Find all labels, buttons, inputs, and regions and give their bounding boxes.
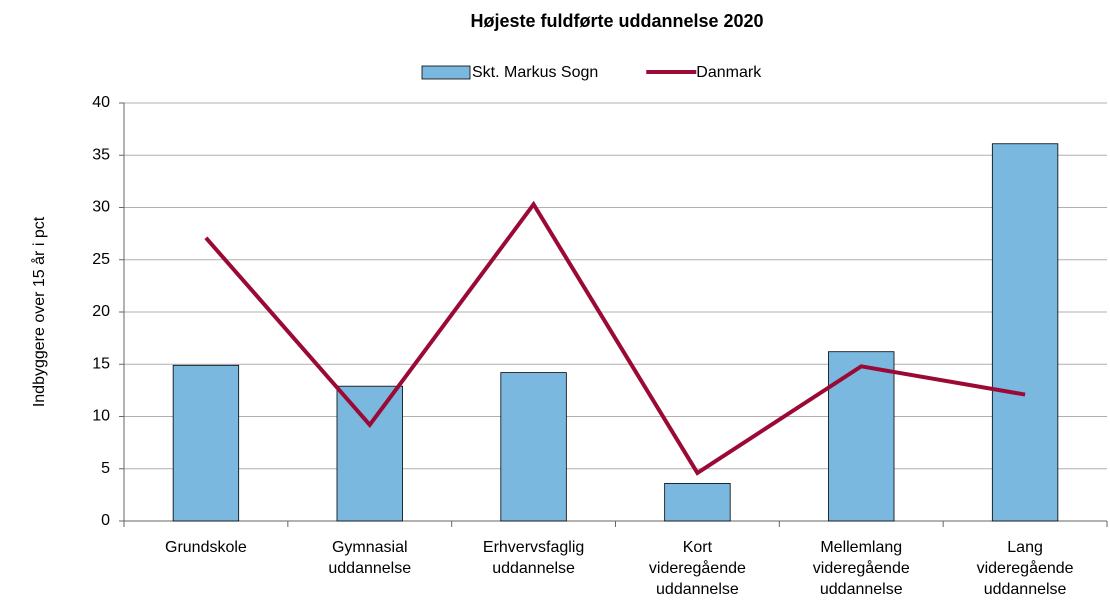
y-tick-label: 5 bbox=[101, 460, 110, 477]
line bbox=[204, 200, 1026, 476]
bar bbox=[828, 351, 895, 522]
y-tick-label: 25 bbox=[92, 251, 110, 268]
y-axis-label: Indbyggere over 15 år i pct bbox=[30, 216, 48, 407]
y-tick-label: 30 bbox=[92, 199, 110, 216]
chart-title: Højeste fuldførte uddannelse 2020 bbox=[470, 11, 763, 31]
y-tick-label: 35 bbox=[92, 146, 110, 163]
legend-swatch bbox=[421, 65, 471, 80]
y-tick-label: 10 bbox=[92, 408, 110, 425]
y-tick-label: 0 bbox=[101, 512, 110, 529]
legend-label: Danmark bbox=[696, 64, 762, 81]
x-tick-label: Kort videregående uddannelse bbox=[649, 539, 746, 598]
bar bbox=[500, 372, 567, 522]
legend-label: Skt. Markus Sogn bbox=[472, 64, 598, 81]
bar bbox=[172, 364, 240, 522]
x-tick-label: Grundskole bbox=[165, 539, 247, 556]
bar bbox=[664, 482, 731, 522]
x-tick-label: Erhvervsfaglig uddannelse bbox=[483, 539, 584, 577]
y-tick-label: 20 bbox=[92, 303, 110, 320]
x-tick-label: Mellemlang videregående uddannelse bbox=[813, 539, 910, 598]
x-tick-label: Gymnasial uddannelse bbox=[328, 539, 411, 577]
bar bbox=[991, 143, 1059, 522]
x-tick-label: Lang videregående uddannelse bbox=[977, 539, 1074, 598]
y-tick-label: 40 bbox=[92, 94, 110, 111]
y-tick-label: 15 bbox=[92, 355, 110, 372]
bar bbox=[336, 385, 403, 522]
